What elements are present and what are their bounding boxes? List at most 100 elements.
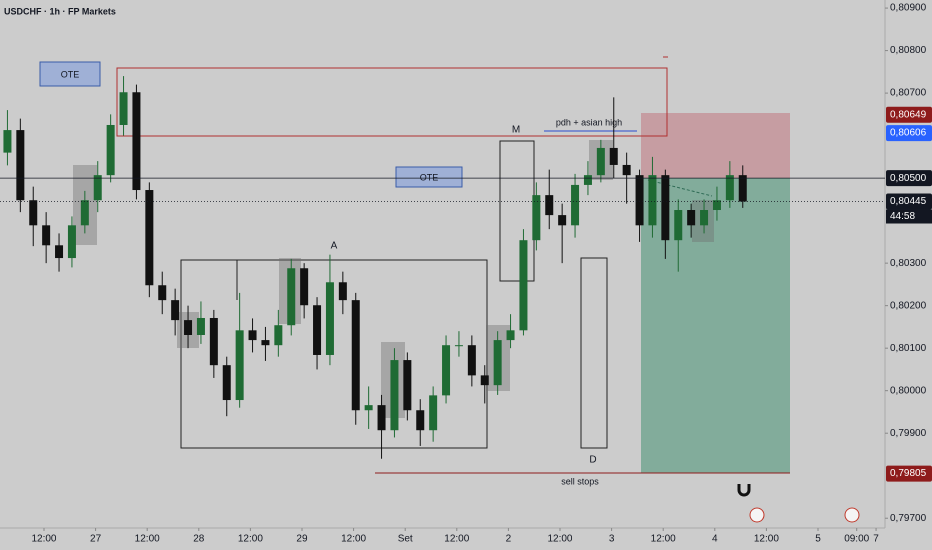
x-tick-label: Set xyxy=(398,534,413,545)
x-tick-label: 29 xyxy=(296,534,308,545)
candle-body xyxy=(3,130,12,153)
candle-body xyxy=(712,200,721,211)
ote-label: OTE xyxy=(420,172,439,182)
ote-box xyxy=(39,61,101,87)
candle-body xyxy=(351,300,360,411)
candle-body xyxy=(506,330,515,341)
candle-body xyxy=(661,175,670,241)
projection-line xyxy=(647,179,713,197)
ote-label: OTE xyxy=(61,69,80,79)
candle-body xyxy=(106,124,115,176)
magnet-icon[interactable] xyxy=(737,484,751,497)
candle-body xyxy=(558,215,567,226)
ote-box xyxy=(395,166,463,188)
candle-body xyxy=(725,175,734,201)
x-tick-label: 7 xyxy=(873,534,879,545)
point-label: A xyxy=(331,241,338,252)
y-tick-label: 0,80300 xyxy=(890,258,927,269)
candle-body xyxy=(235,330,244,401)
price-tag xyxy=(886,465,932,482)
candle-body xyxy=(248,330,257,341)
candle-body xyxy=(467,345,476,376)
candle-body xyxy=(80,200,89,226)
candle-body xyxy=(16,130,25,201)
candle-body xyxy=(119,92,128,125)
x-tick-label: 3 xyxy=(609,534,615,545)
candle-body xyxy=(55,245,64,259)
candle-body xyxy=(196,317,205,335)
candle-body xyxy=(313,305,322,355)
candle-body xyxy=(648,175,657,226)
candle-body xyxy=(364,405,373,411)
candle-body xyxy=(700,210,709,226)
point-label: M xyxy=(512,125,520,136)
price-tag-label: 0,80606 xyxy=(890,128,927,139)
candle-body xyxy=(403,360,412,411)
candle-body xyxy=(184,320,193,335)
x-tick-label: 12:00 xyxy=(651,534,676,545)
candle-body xyxy=(687,210,696,226)
event-flag[interactable] xyxy=(749,507,765,523)
x-tick-label: 5 xyxy=(815,534,821,545)
y-tick-label: 0,79700 xyxy=(890,513,927,524)
y-tick-label: 0,79900 xyxy=(890,428,927,439)
price-tag xyxy=(886,193,932,210)
x-tick-label: 27 xyxy=(90,534,102,545)
candle-body xyxy=(209,317,218,366)
price-tag-label: 0,80649 xyxy=(890,109,927,120)
y-tick-label: 0,80700 xyxy=(890,88,927,99)
point-label: D xyxy=(589,455,596,466)
price-tag-label: 0,80500 xyxy=(890,173,927,184)
x-tick-label: 28 xyxy=(193,534,205,545)
candles xyxy=(3,76,747,459)
x-tick-label: 12:00 xyxy=(547,534,572,545)
x-tick-label: 12:00 xyxy=(135,534,160,545)
candle-body xyxy=(609,147,618,165)
candle-body xyxy=(532,195,541,241)
candle-body xyxy=(493,340,502,386)
stop-zone xyxy=(641,113,790,178)
x-tick-label: 12:00 xyxy=(754,534,779,545)
candle-body xyxy=(132,92,141,191)
candle-body xyxy=(480,375,489,386)
countdown: 44:58 xyxy=(890,211,915,222)
ote-range xyxy=(116,67,668,137)
candle-body xyxy=(635,175,644,226)
x-tick-label: 12:00 xyxy=(238,534,263,545)
candle-body xyxy=(738,175,747,202)
price-tag-label: 0,79805 xyxy=(890,468,927,479)
candle-body xyxy=(583,175,592,185)
candle-body xyxy=(222,365,231,401)
y-tick-label: 0,80200 xyxy=(890,300,927,311)
price-tag-label: 0,80445 xyxy=(890,196,927,207)
price-tag xyxy=(886,106,932,123)
sell-stops-label: sell stops xyxy=(561,476,599,486)
candle-body xyxy=(145,190,154,286)
candle-body xyxy=(596,147,605,176)
candle-body xyxy=(93,175,102,201)
x-tick-label: 12:00 xyxy=(341,534,366,545)
candle-body xyxy=(261,340,270,346)
candle-body xyxy=(429,395,438,431)
event-flag[interactable] xyxy=(844,507,860,523)
price-tag xyxy=(886,170,932,187)
candle-body xyxy=(338,282,347,301)
candle-body xyxy=(171,300,180,321)
candle-body xyxy=(674,210,683,241)
x-tick-label: 2 xyxy=(506,534,512,545)
x-tick-label: 12:00 xyxy=(444,534,469,545)
y-tick-label: 0,80100 xyxy=(890,343,927,354)
y-tick-label: 0,80800 xyxy=(890,45,927,56)
price-tag xyxy=(886,125,932,142)
pdh-label: pdh + asian high xyxy=(556,117,622,127)
range-box xyxy=(180,259,488,449)
candle-body xyxy=(545,195,554,216)
candle-body xyxy=(158,285,167,301)
candle-body xyxy=(571,184,580,226)
candle-body xyxy=(67,225,76,259)
x-tick-label: 09:00 xyxy=(844,534,869,545)
candle-body xyxy=(416,410,425,431)
